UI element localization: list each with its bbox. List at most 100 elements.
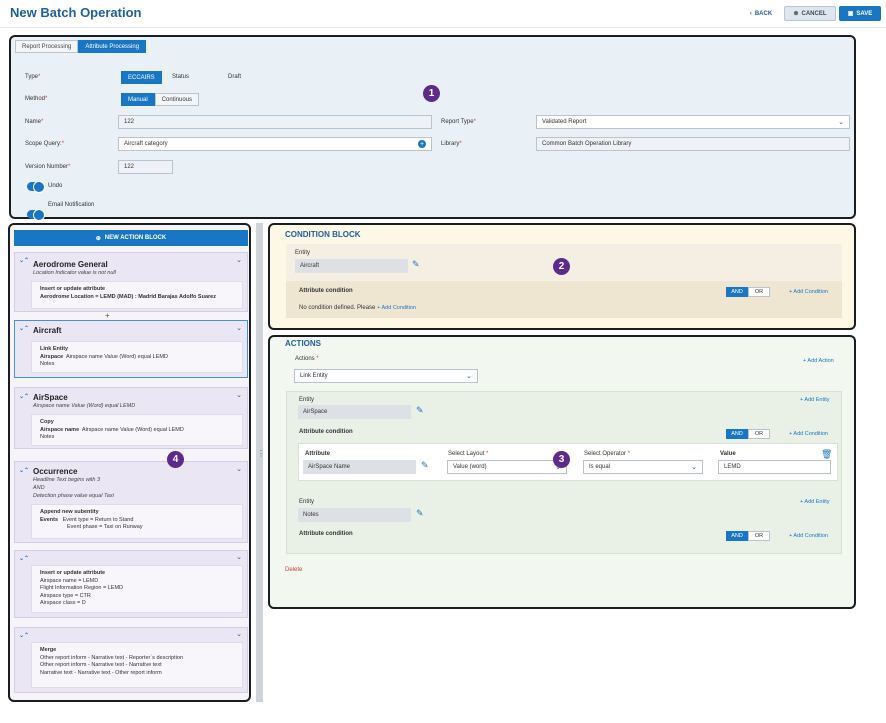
or-option[interactable]: OR [748,531,770,541]
add-action-link[interactable]: + Add Action [803,358,834,364]
chevron-down-icon: ⌄ [691,464,697,471]
attribute-column-label: Attribute [305,451,330,457]
reorder-arrows-icon[interactable]: ⌄⌃ [19,556,30,562]
reorder-arrows-icon[interactable]: ⌄⌃ [19,633,30,639]
tab-attribute-processing[interactable]: Attribute Processing [78,40,147,53]
layout-label: Select Layout * [448,451,489,457]
undo-label: Undo [48,183,63,189]
attribute-condition-label: Attribute condition [299,531,353,537]
splitter-handle-icon[interactable]: ⋮ [257,449,265,458]
value-input[interactable]: LEMD [718,460,831,474]
layout-select[interactable]: Value (word)⌄ [447,460,567,474]
name-label: Name* [25,119,44,125]
type-label: Type* [25,74,41,80]
chevron-down-icon[interactable]: ⌄ [236,325,242,332]
chevron-left-icon: ‹ [749,10,752,17]
action-block-insert-update[interactable]: ⌄⌃ ⌄ Insert or update attribute Airspace … [14,550,248,618]
reorder-arrows-icon[interactable]: ⌄⌃ [19,394,30,400]
and-option[interactable]: AND [726,287,748,297]
and-option[interactable]: AND [726,429,748,439]
header-divider [0,27,886,28]
version-input[interactable]: 122 [118,160,173,174]
name-input[interactable]: 122 [118,115,432,129]
reorder-arrows-icon[interactable]: ⌄⌃ [19,326,30,332]
action-block-aircraft[interactable]: ⌄⌃ ⌄ Aircraft Link Entity Airspace Airspa… [14,320,248,378]
add-condition-link[interactable]: + Add Condition [789,431,828,437]
entity-field-notes[interactable]: Notes [298,508,411,522]
tab-report-processing[interactable]: Report Processing [15,40,79,53]
method-option-continuous[interactable]: Continuous [154,93,200,106]
scope-query-label: Scope Query:* [25,141,65,147]
entity-label: Entity [299,397,315,403]
plus-circle-icon: ⊕ [95,235,101,242]
status-value: Draft [228,74,242,80]
entity-field-airspace[interactable]: AirSpace [298,405,411,419]
edit-pencil-icon[interactable]: ✎ [412,259,420,269]
chevron-down-icon[interactable]: ⌄ [236,554,242,561]
scope-query-input[interactable]: Aircraft category + [118,137,432,151]
cancel-button[interactable]: ⊗ CANCEL [784,6,836,21]
close-circle-icon: ⊗ [793,11,799,17]
add-condition-link[interactable]: + Add Condition [789,533,828,539]
report-type-label: Report Type* [441,119,476,125]
library-input[interactable]: Common Batch Operation Library [536,137,850,151]
or-option[interactable]: OR [748,429,770,439]
library-label: Library* [441,141,462,147]
attribute-field[interactable]: AirSpace Name [303,460,416,474]
attribute-condition-label: Attribute condition [299,288,353,294]
delete-link[interactable]: Delete [285,567,303,573]
report-type-select[interactable]: Validated Report ⌄ [536,115,850,129]
edit-pencil-icon[interactable]: ✎ [416,508,424,518]
type-selector[interactable]: ECCAIRS [121,71,162,84]
condition-entity-field[interactable]: Aircraft [295,259,408,273]
action-block-occurrence[interactable]: ⌄⌃ ⌄ Occurrence Headline Text begins wit… [14,461,248,543]
method-selector[interactable]: Manual Continuous [121,93,200,106]
chevron-down-icon[interactable]: ⌄ [236,631,242,638]
value-label: Value [720,451,736,457]
processing-tabs: Report Processing Attribute Processing [15,40,147,53]
panel-splitter[interactable] [256,223,263,702]
operator-select[interactable]: Is equal ⌄ [583,460,703,474]
undo-toggle[interactable] [27,181,45,193]
reorder-arrows-icon[interactable]: ⌄⌃ [19,468,30,474]
condition-block-title: CONDITION BLOCK [285,230,361,239]
operator-label: Select Operator * [584,451,631,457]
save-icon: ▣ [847,11,854,17]
add-between-icon[interactable]: + [105,311,110,320]
and-option[interactable]: AND [726,531,748,541]
actions-label: Actions * [295,356,319,362]
action-block-merge[interactable]: ⌄⌃ ⌄ Merge Other report inform - Narrativ… [14,627,248,693]
annotation-badge-3: 3 [553,451,570,468]
action-type-select[interactable]: Link Entity ⌄ [294,369,478,383]
add-condition-link[interactable]: + Add Condition [789,289,828,295]
trash-icon[interactable]: 🗑 [821,449,833,459]
annotation-badge-1: 1 [423,85,440,102]
email-notification-label: Email Notification [48,202,95,208]
page-title: New Batch Operation [10,5,142,20]
entity-label: Entity [295,250,311,256]
email-notification-toggle[interactable] [27,209,45,221]
new-action-block-button[interactable]: ⊕ NEW ACTION BLOCK [14,230,248,246]
edit-pencil-icon[interactable]: ✎ [416,405,424,415]
and-or-toggle[interactable]: AND OR [726,429,770,439]
and-or-toggle[interactable]: AND OR [726,531,770,541]
and-or-toggle[interactable]: AND OR [726,287,770,297]
chevron-down-icon[interactable]: ⌄ [236,392,242,399]
no-condition-text: No condition defined. Please + Add Condi… [299,305,417,311]
edit-pencil-icon[interactable]: ✎ [421,460,429,470]
back-button[interactable]: ‹ BACK [749,10,773,17]
add-entity-link[interactable]: + Add Entity [800,499,830,505]
add-scope-icon[interactable]: + [418,140,426,148]
type-option-eccairs[interactable]: ECCAIRS [121,71,162,84]
method-option-manual[interactable]: Manual [121,93,155,106]
save-button[interactable]: ▣ SAVE [839,6,881,21]
action-block-airspace[interactable]: ⌄⌃ ⌄ AirSpace Airspace name Value (Word)… [14,387,248,449]
action-block-aerodrome[interactable]: ⌄⌃ ⌄ Aerodrome General Location Indicato… [14,252,248,312]
chevron-down-icon[interactable]: ⌄ [236,257,242,264]
annotation-badge-4: 4 [167,451,184,468]
or-option[interactable]: OR [748,287,770,297]
attribute-condition-label: Attribute condition [299,429,353,435]
chevron-down-icon[interactable]: ⌄ [236,466,242,473]
add-entity-link[interactable]: + Add Entity [800,397,830,403]
reorder-arrows-icon[interactable]: ⌄⌃ [19,258,30,264]
